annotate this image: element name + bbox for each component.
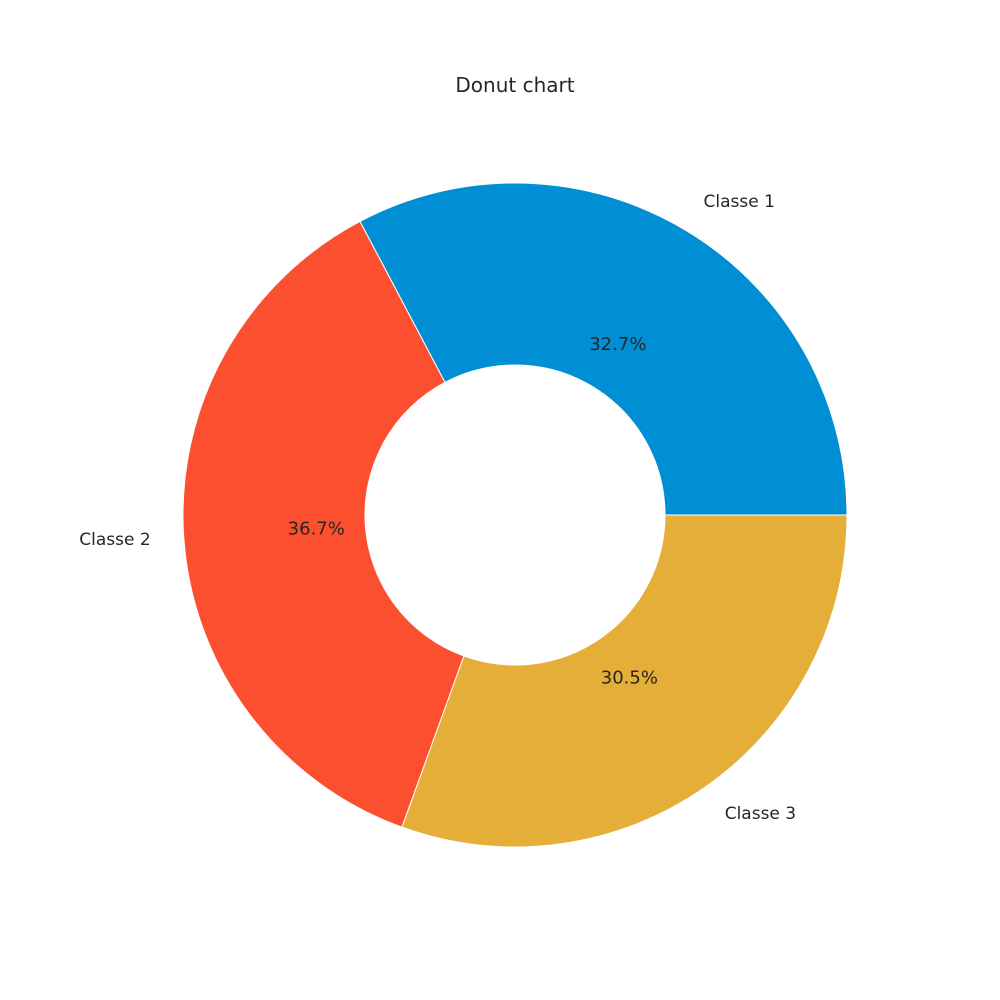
- category-label-2: Classe 2: [79, 530, 150, 550]
- category-label-3: Classe 3: [725, 804, 796, 824]
- value-label-3: 30.5%: [601, 668, 658, 689]
- category-label-1: Classe 1: [704, 192, 775, 212]
- value-label-2: 36.7%: [288, 518, 345, 539]
- labels-group: Classe 1 32.7% Classe 2 36.7% Classe 3 30.5%: [79, 192, 796, 824]
- slice-1: [359, 182, 848, 516]
- slice-2: [182, 220, 465, 828]
- value-label-1: 32.7%: [589, 334, 646, 355]
- slices-group: [182, 182, 848, 848]
- slice-3: [401, 514, 848, 848]
- chart-title: Donut chart: [455, 73, 574, 97]
